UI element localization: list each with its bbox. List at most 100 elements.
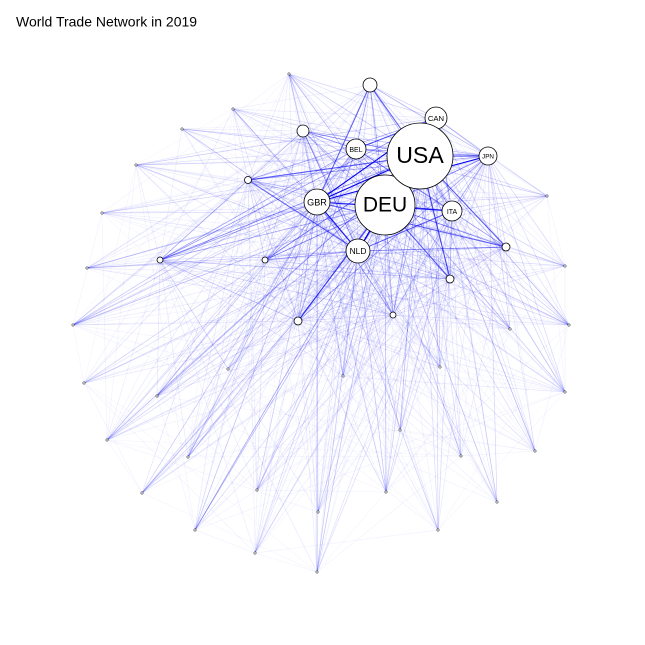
node — [459, 454, 463, 458]
edge — [264, 259, 462, 457]
edge — [247, 130, 304, 181]
node — [441, 200, 463, 222]
edge — [83, 130, 304, 384]
edge — [254, 130, 304, 554]
edge — [227, 314, 394, 370]
edge — [385, 210, 453, 493]
edge — [86, 259, 266, 269]
edge — [297, 84, 371, 322]
edge — [156, 314, 394, 397]
edge — [316, 84, 371, 573]
edge — [159, 259, 498, 503]
edge — [106, 314, 394, 441]
edge — [86, 179, 249, 269]
edge — [264, 259, 299, 322]
edge — [187, 210, 453, 458]
edge — [159, 259, 570, 326]
nodes: ITA JPN CAN BEL NLD GBR DEU USA — [71, 72, 571, 574]
edge — [101, 73, 290, 214]
node-label: NLD — [350, 246, 367, 256]
edge — [156, 204, 386, 397]
node — [156, 256, 164, 264]
edge — [159, 259, 511, 330]
edge — [342, 366, 441, 377]
node-label: CAN — [428, 114, 444, 123]
edge — [342, 148, 357, 377]
edge — [86, 267, 394, 316]
edge — [419, 155, 439, 531]
edge — [297, 320, 318, 573]
edge — [247, 179, 258, 491]
edge — [451, 210, 536, 452]
edge — [194, 155, 489, 531]
edge — [357, 250, 439, 531]
node — [193, 528, 197, 532]
edge — [254, 201, 318, 554]
edge — [288, 73, 299, 322]
edge — [460, 155, 489, 457]
edge — [316, 201, 439, 531]
edge — [181, 128, 566, 393]
edge — [317, 250, 359, 513]
edge — [297, 320, 570, 326]
edge — [505, 246, 566, 393]
edge — [385, 314, 394, 493]
edge — [254, 529, 439, 554]
edge — [187, 73, 290, 458]
edge — [342, 195, 548, 377]
edge — [141, 492, 318, 573]
edge — [159, 259, 344, 377]
edge — [487, 155, 507, 248]
node — [567, 323, 571, 327]
edge — [357, 250, 511, 330]
edge — [451, 210, 566, 393]
edge — [156, 259, 161, 397]
edge — [106, 117, 437, 441]
edge — [264, 259, 439, 531]
edge — [357, 250, 387, 493]
edge — [135, 164, 451, 280]
edge — [156, 395, 387, 493]
edge — [316, 201, 319, 513]
edge — [357, 250, 570, 326]
edge — [232, 108, 507, 248]
edge — [419, 155, 498, 503]
node — [501, 242, 511, 252]
edge — [106, 201, 318, 441]
edge — [232, 108, 437, 119]
node — [180, 127, 184, 131]
edge — [101, 179, 249, 214]
edge — [72, 324, 566, 393]
edge — [399, 429, 536, 452]
edge — [156, 155, 489, 397]
edge — [449, 246, 507, 280]
edge — [357, 155, 489, 252]
edge — [302, 130, 462, 457]
edge — [316, 201, 344, 377]
edge — [194, 179, 249, 531]
node — [244, 176, 252, 184]
edge — [232, 108, 299, 322]
edge — [159, 155, 421, 261]
node — [303, 188, 331, 216]
edge — [141, 328, 511, 494]
edge — [254, 320, 299, 554]
edge — [302, 130, 394, 316]
node — [384, 490, 388, 494]
edge — [101, 212, 299, 322]
edge — [264, 210, 453, 261]
edge — [247, 179, 256, 554]
edge — [101, 212, 451, 280]
edge — [159, 259, 189, 458]
node — [105, 438, 109, 442]
edge — [288, 73, 451, 280]
edge — [159, 130, 304, 261]
edge — [72, 320, 299, 326]
edge — [187, 250, 359, 458]
edge — [392, 314, 511, 330]
edge — [135, 155, 421, 166]
edge — [264, 259, 566, 393]
edge — [316, 84, 371, 203]
edge — [86, 130, 304, 269]
